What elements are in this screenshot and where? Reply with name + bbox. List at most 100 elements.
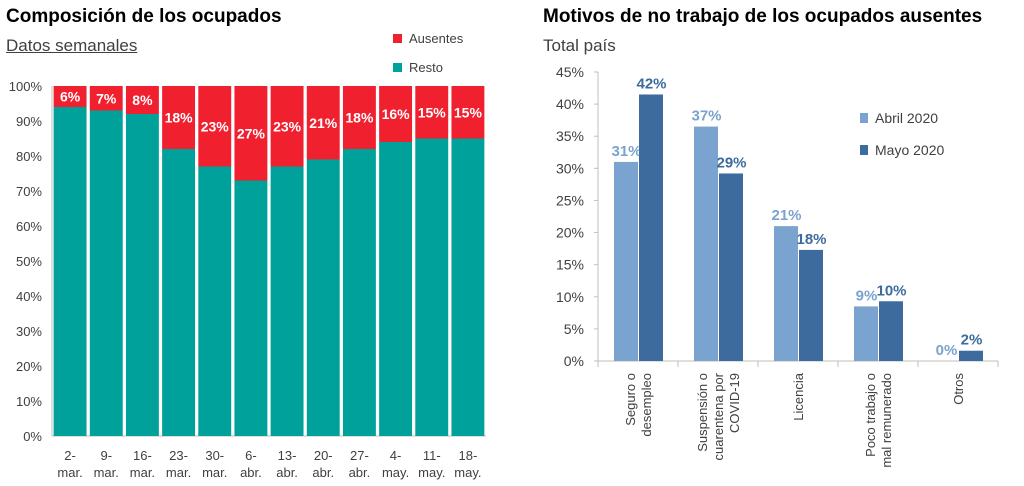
data-label-mayo: 10% bbox=[876, 282, 906, 299]
data-label-mayo: 2% bbox=[961, 332, 983, 349]
y-tick-label: 80% bbox=[16, 149, 42, 164]
y-tick-label: 5% bbox=[564, 321, 584, 337]
x-tick-label-text: Poco trabajo omal remunerado bbox=[863, 373, 894, 468]
x-tick-label: Seguro odesempleo bbox=[623, 373, 654, 437]
x-tick-label: Suspensión ocuarentena porCOVID-19 bbox=[695, 372, 742, 460]
legend-label-resto: Resto bbox=[409, 60, 443, 75]
left-chart-title: Composición de los ocupados bbox=[6, 6, 282, 27]
y-tick-label: 30% bbox=[16, 324, 42, 339]
bar-ausentes bbox=[415, 86, 449, 139]
bar-resto bbox=[415, 138, 449, 436]
x-tick-label-text: Seguro odesempleo bbox=[623, 373, 654, 437]
data-label-ausentes: 16% bbox=[382, 106, 411, 122]
bar-resto bbox=[53, 107, 87, 436]
bar-ausentes bbox=[53, 86, 87, 107]
right-chart-title: Motivos de no trabajo de los ocupados au… bbox=[543, 6, 983, 27]
left-chart-subtitle: Datos semanales bbox=[6, 36, 138, 55]
data-label-mayo: 18% bbox=[796, 231, 826, 248]
y-tick-label: 50% bbox=[16, 254, 42, 269]
x-tick-label-text: Suspensión ocuarentena porCOVID-19 bbox=[695, 372, 742, 460]
x-tick-label: 2-mar. bbox=[57, 448, 82, 480]
data-label-ausentes: 23% bbox=[273, 118, 302, 134]
data-label-abril: 9% bbox=[856, 287, 878, 304]
data-label-ausentes: 27% bbox=[237, 125, 266, 141]
bar-resto bbox=[162, 149, 196, 436]
x-tick-label: 6-abr. bbox=[240, 448, 262, 480]
bar-mayo bbox=[639, 94, 663, 361]
bar-ausentes bbox=[451, 86, 485, 139]
data-label-ausentes: 23% bbox=[201, 118, 230, 134]
x-tick-label: 13-abr. bbox=[276, 448, 298, 480]
bar-resto bbox=[89, 110, 123, 436]
x-tick-label: 23-mar. bbox=[166, 448, 191, 480]
data-label-ausentes: 18% bbox=[165, 110, 194, 126]
bar-mayo bbox=[879, 301, 903, 361]
y-tick-label: 10% bbox=[556, 289, 584, 305]
bar-abril bbox=[854, 306, 878, 361]
x-tick-label: 30-mar. bbox=[202, 448, 227, 480]
bar-ausentes bbox=[89, 86, 123, 111]
data-label-abril: 31% bbox=[611, 143, 641, 160]
y-tick-label: 10% bbox=[16, 394, 42, 409]
y-tick-label: 35% bbox=[556, 128, 584, 144]
data-label-ausentes: 7% bbox=[96, 90, 117, 106]
bar-resto bbox=[125, 114, 159, 436]
y-tick-label: 20% bbox=[556, 225, 584, 241]
data-label-abril: 0% bbox=[936, 342, 958, 359]
x-tick-label: 16-mar. bbox=[130, 448, 155, 480]
bar-mayo bbox=[719, 173, 743, 361]
data-label-ausentes: 18% bbox=[345, 110, 374, 126]
x-tick-label: 11-may. bbox=[418, 448, 445, 480]
x-tick-label: 18-may. bbox=[454, 448, 481, 480]
bar-resto bbox=[379, 142, 413, 436]
y-tick-label: 40% bbox=[16, 289, 42, 304]
legend-swatch-mayo bbox=[860, 145, 868, 155]
bar-mayo bbox=[799, 249, 823, 361]
x-tick-label-text: Licencia bbox=[791, 372, 806, 420]
y-tick-label: 100% bbox=[9, 79, 43, 94]
y-tick-label: 0% bbox=[564, 353, 584, 369]
y-tick-label: 90% bbox=[16, 114, 42, 129]
bar-ausentes bbox=[342, 86, 376, 149]
bar-resto bbox=[451, 138, 485, 436]
bar-abril bbox=[614, 161, 638, 361]
bar-resto bbox=[198, 166, 232, 436]
bar-ausentes bbox=[270, 86, 304, 167]
data-label-mayo: 29% bbox=[716, 154, 746, 171]
y-tick-label: 20% bbox=[16, 359, 42, 374]
bar-abril bbox=[774, 226, 798, 361]
legend-swatch-resto bbox=[393, 63, 402, 72]
x-tick-label: 27-abr. bbox=[349, 448, 371, 480]
bar-ausentes bbox=[234, 86, 268, 181]
bar-mayo bbox=[959, 350, 983, 361]
x-tick-label: 4-may. bbox=[382, 448, 409, 480]
data-label-abril: 21% bbox=[771, 207, 801, 224]
bar-resto bbox=[306, 159, 340, 436]
data-label-abril: 37% bbox=[691, 108, 721, 125]
y-tick-label: 30% bbox=[556, 160, 584, 176]
legend-label-ausentes: Ausentes bbox=[409, 31, 464, 46]
bar-ausentes bbox=[306, 86, 340, 160]
data-label-ausentes: 21% bbox=[309, 115, 338, 131]
data-label-ausentes: 8% bbox=[132, 92, 153, 108]
bar-resto bbox=[342, 149, 376, 436]
data-label-mayo: 42% bbox=[636, 75, 666, 92]
bar-ausentes bbox=[162, 86, 196, 149]
right-chart-subtitle: Total país bbox=[543, 36, 616, 55]
y-tick-label: 70% bbox=[16, 184, 42, 199]
legend-swatch-abril bbox=[860, 113, 868, 123]
bar-ausentes bbox=[198, 86, 232, 167]
y-tick-label: 25% bbox=[556, 192, 584, 208]
legend-label-abril: Abril 2020 bbox=[875, 110, 938, 126]
data-label-ausentes: 15% bbox=[454, 104, 483, 120]
data-label-ausentes: 6% bbox=[60, 89, 81, 105]
y-tick-label: 40% bbox=[556, 96, 584, 112]
bar-ausentes bbox=[125, 86, 159, 114]
y-tick-label: 60% bbox=[16, 219, 42, 234]
data-label-ausentes: 15% bbox=[418, 104, 447, 120]
x-tick-label: Otros bbox=[951, 373, 966, 405]
bar-abril bbox=[694, 126, 718, 361]
x-tick-label: Poco trabajo omal remunerado bbox=[863, 373, 894, 468]
bar-ausentes bbox=[379, 86, 413, 142]
